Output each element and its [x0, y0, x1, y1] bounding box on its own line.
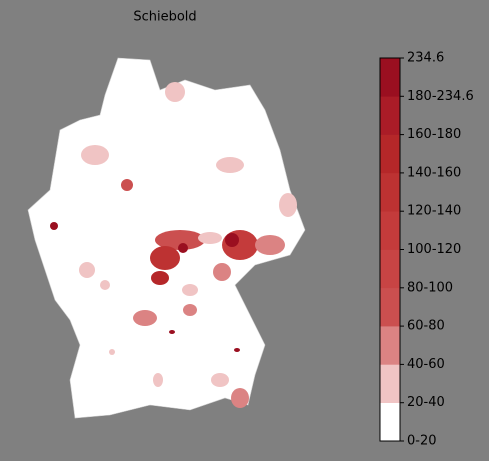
- colorbar-segment: [380, 249, 400, 289]
- colorbar-label: 100-120: [407, 242, 461, 257]
- district: [121, 179, 133, 191]
- colorbar-label: 140-160: [407, 165, 461, 180]
- colorbar-label: 180-234.6: [407, 89, 474, 104]
- germany-map: [27, 57, 306, 419]
- district: [133, 310, 157, 326]
- colorbar-label: 120-140: [407, 204, 461, 219]
- district: [151, 271, 169, 285]
- district: [216, 157, 244, 173]
- district: [169, 330, 175, 334]
- colorbar-segment: [380, 96, 400, 135]
- district: [255, 235, 285, 255]
- colorbar-segment: [380, 134, 400, 174]
- district-highlights: [50, 82, 297, 408]
- district: [165, 82, 185, 102]
- colorbar-segment: [380, 287, 400, 327]
- colorbar-segment: [380, 211, 400, 250]
- colorbar-label: 0-20: [407, 434, 437, 449]
- district: [279, 193, 297, 217]
- colorbar-segment: [380, 402, 400, 442]
- district: [178, 243, 188, 253]
- district: [150, 246, 180, 270]
- colorbar-label: 234.6: [407, 51, 444, 66]
- map-title: Schiebold: [133, 10, 196, 25]
- district: [50, 222, 58, 230]
- colorbar-segment: [380, 58, 400, 97]
- district: [109, 349, 115, 355]
- colorbar-segment: [380, 364, 400, 403]
- colorbar-label: 160-180: [407, 127, 461, 142]
- district: [234, 348, 240, 352]
- colorbar-segment: [380, 172, 400, 212]
- colorbar-label: 60-80: [407, 319, 445, 334]
- district: [81, 145, 109, 165]
- colorbar-label: 20-40: [407, 395, 445, 410]
- colorbar: 0-20 20-40 40-60 60-80 80-100 100-120 120-140 1…: [379, 51, 474, 449]
- district: [155, 230, 205, 250]
- colorbar-segment: [380, 326, 400, 365]
- district: [79, 262, 95, 278]
- district: [182, 284, 198, 296]
- district: [183, 304, 197, 316]
- district: [100, 280, 110, 290]
- district: [225, 233, 239, 247]
- colorbar-label: 40-60: [407, 357, 445, 372]
- district: [211, 373, 229, 387]
- district: [153, 373, 163, 387]
- district: [231, 388, 249, 408]
- district: [198, 232, 222, 244]
- district: [213, 263, 231, 281]
- colorbar-label: 80-100: [407, 280, 453, 295]
